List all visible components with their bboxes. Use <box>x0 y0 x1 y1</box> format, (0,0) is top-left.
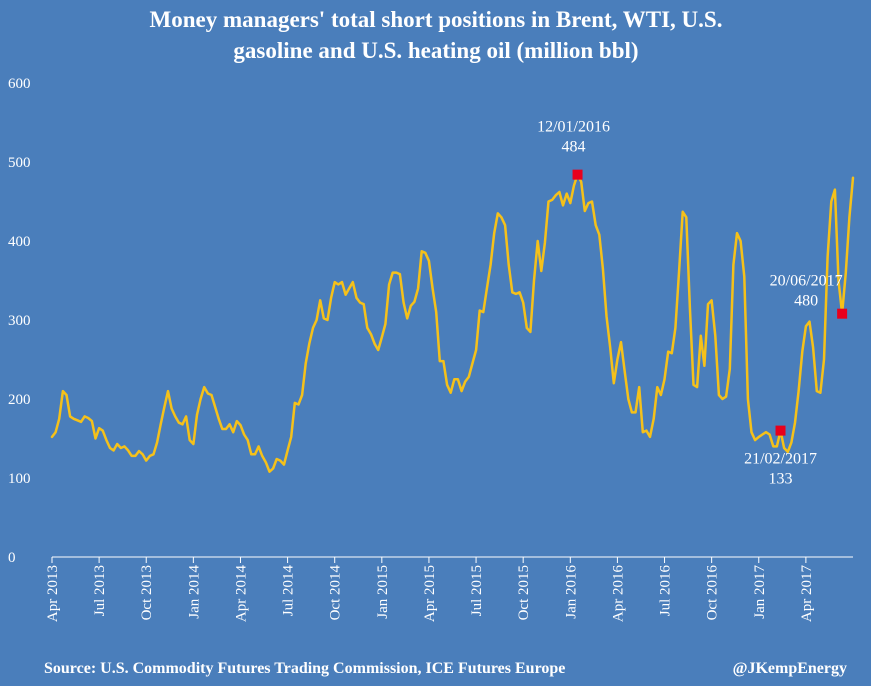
x-tick-label: Jul 2013 <box>92 565 108 616</box>
x-tick-label: Oct 2016 <box>705 565 721 621</box>
x-tick-label: Jul 2014 <box>281 565 297 617</box>
y-tick-label: 100 <box>8 471 31 487</box>
x-tick-label: Oct 2014 <box>328 565 344 621</box>
x-tick-label: Jan 2017 <box>752 565 768 619</box>
annotation-marker <box>837 308 848 319</box>
y-tick-label: 500 <box>8 155 31 171</box>
x-tick-label: Jan 2014 <box>186 565 202 619</box>
x-tick-label: Oct 2013 <box>139 565 155 620</box>
x-tick-label: Apr 2014 <box>233 565 249 623</box>
x-tick-label: Jan 2016 <box>563 565 579 619</box>
annotation-date: 12/01/2016 <box>537 119 610 136</box>
chart-title-line-1: Money managers' total short positions in… <box>150 7 723 32</box>
chart-title-line-2: gasoline and U.S. heating oil (million b… <box>233 38 638 63</box>
x-tick-label: Apr 2015 <box>422 565 438 622</box>
y-tick-label: 600 <box>8 76 31 92</box>
x-tick-label: Oct 2015 <box>516 565 532 620</box>
y-tick-label: 0 <box>8 550 16 566</box>
source-note: Source: U.S. Commodity Futures Trading C… <box>44 660 565 677</box>
annotations: 12/01/2016 484 21/02/2017 133 20/06/2017 480 <box>537 119 848 488</box>
y-tick-label: 200 <box>8 392 31 408</box>
y-tick-label: 300 <box>8 313 31 329</box>
annotation-marker <box>775 425 786 436</box>
annotation-marker <box>572 169 583 180</box>
annotation-date: 20/06/2017 <box>770 273 843 290</box>
series-line <box>50 173 855 473</box>
annotation-value: 480 <box>794 293 818 310</box>
y-tick-label: 400 <box>8 234 31 250</box>
annotation-value: 484 <box>562 139 586 156</box>
annotation-value: 133 <box>769 471 793 488</box>
x-tick-label: Jan 2015 <box>375 565 391 619</box>
x-tick-label: Jul 2016 <box>658 565 674 617</box>
axes: 0 100 200 300 400 500 600 Apr 2013 Jul 2013 Oct 2… <box>8 76 853 622</box>
x-tick-label: Apr 2017 <box>799 565 815 623</box>
author-handle: @JKempEnergy <box>733 660 847 677</box>
annotation-date: 21/02/2017 <box>744 451 817 468</box>
x-tick-label: Apr 2016 <box>610 565 626 623</box>
series-layer <box>50 173 855 473</box>
x-tick-label: Jul 2015 <box>469 565 485 616</box>
x-tick-label: Apr 2013 <box>45 565 61 622</box>
